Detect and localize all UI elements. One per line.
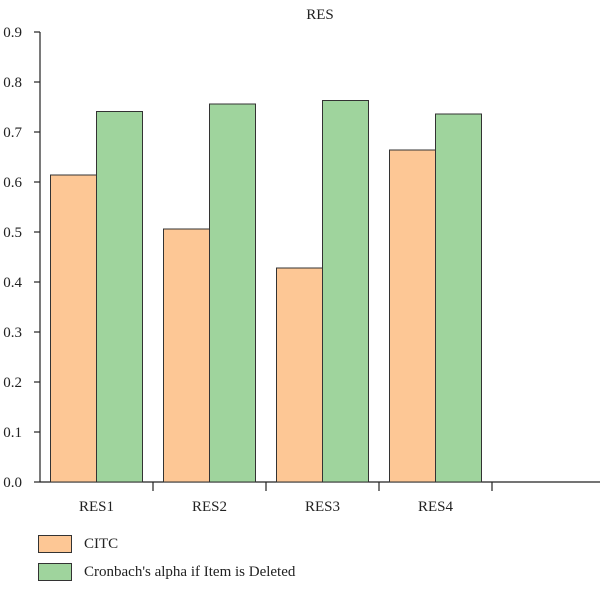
legend-swatch-cronbach-alpha bbox=[38, 563, 72, 581]
bar-cronbach-alpha bbox=[209, 103, 256, 483]
bar-citc bbox=[50, 174, 97, 483]
legend-swatch-citc bbox=[38, 535, 72, 553]
bar-citc bbox=[276, 267, 323, 483]
x-tick-label: RES3 bbox=[305, 499, 340, 515]
legend: CITC Cronbach's alpha if Item is Deleted bbox=[38, 533, 295, 589]
bar-cronbach-alpha bbox=[96, 111, 143, 483]
bar-cronbach-alpha bbox=[435, 113, 482, 483]
y-tick-label: 0.3 bbox=[3, 325, 22, 341]
legend-item-cronbach-alpha: Cronbach's alpha if Item is Deleted bbox=[38, 561, 295, 583]
x-tick-label: RES2 bbox=[192, 499, 227, 515]
x-tick-label: RES4 bbox=[418, 499, 454, 515]
y-tick-label: 0.7 bbox=[3, 125, 22, 141]
bar-citc bbox=[389, 149, 436, 483]
y-axis: 0.0 0.1 0.2 0.3 0.4 0.5 0.6 0.7 0.8 0.9 bbox=[3, 25, 41, 491]
legend-item-citc: CITC bbox=[38, 533, 295, 555]
y-tick-label: 0.2 bbox=[3, 375, 22, 391]
y-tick-label: 0.0 bbox=[3, 475, 22, 491]
y-tick-label: 0.4 bbox=[3, 275, 22, 291]
chart-title: RES bbox=[306, 7, 334, 23]
y-tick-label: 0.9 bbox=[3, 25, 22, 41]
legend-label-citc: CITC bbox=[84, 535, 119, 552]
legend-label-cronbach-alpha: Cronbach's alpha if Item is Deleted bbox=[84, 563, 296, 580]
bar-citc bbox=[163, 228, 210, 483]
y-tick-label: 0.8 bbox=[3, 75, 22, 91]
bar-cronbach-alpha bbox=[322, 100, 369, 483]
bar-chart: RES 0.00.10.20.30.40.50.60.70.80.9 RES1 R… bbox=[3, 7, 600, 515]
y-tick-label: 0.6 bbox=[3, 175, 22, 191]
y-tick-label: 0.1 bbox=[3, 425, 22, 441]
y-tick-label: 0.5 bbox=[3, 225, 22, 241]
x-tick-label: RES1 bbox=[79, 499, 114, 515]
x-axis: RES1 RES2 RES3 RES4 bbox=[40, 481, 600, 515]
bars bbox=[50, 100, 482, 483]
